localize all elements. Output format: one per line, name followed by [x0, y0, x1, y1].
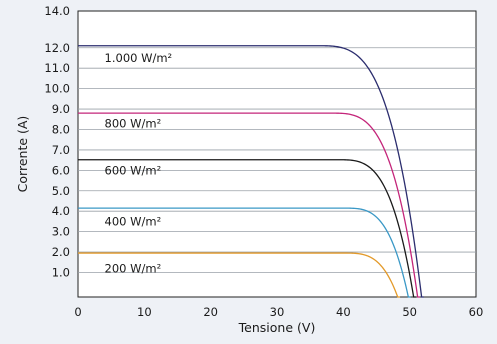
y-tick-labels: 14.0 12.0 11.0 10.0 9.0 8.0 7.0 6.0 5.0 4.0 3.0 2.0… — [44, 4, 70, 279]
curve-label: 400 W/m² — [105, 214, 162, 228]
x-tick-label: 30 — [270, 305, 285, 319]
curve-label: 600 W/m² — [105, 163, 162, 177]
curve-series-4 — [78, 252, 401, 298]
y-tick-label: 9.0 — [52, 102, 70, 116]
y-tick-label: 14.0 — [44, 4, 70, 18]
y-tick-label: 8.0 — [52, 122, 70, 136]
curve-series-0 — [78, 45, 424, 298]
curve-series-2 — [78, 159, 416, 298]
y-tick-label: 7.0 — [52, 143, 70, 157]
y-tick-label: 10.0 — [44, 82, 70, 96]
curve-series-1 — [78, 112, 420, 298]
curve-label: 200 W/m² — [105, 261, 162, 275]
y-tick-label: 4.0 — [52, 204, 70, 218]
x-tick-label: 0 — [74, 305, 81, 319]
x-tick-label: 40 — [336, 305, 351, 319]
curve-label: 1.000 W/m² — [105, 51, 173, 65]
x-axis-label: Tensione (V) — [238, 320, 316, 335]
y-tick-label: 1.0 — [52, 265, 70, 279]
curve-series-3 — [78, 207, 411, 298]
x-tick-label: 20 — [203, 305, 218, 319]
x-tick-label: 50 — [402, 305, 417, 319]
x-tick-labels: 0 10 20 30 40 50 60 — [74, 305, 483, 319]
y-tick-label: 12.0 — [44, 41, 70, 55]
grid-lines — [78, 47, 476, 273]
curve-labels: 1.000 W/m² 800 W/m² 600 W/m² 400 W/m² 200 W/… — [105, 51, 173, 275]
y-tick-label: 6.0 — [52, 163, 70, 177]
curve-label: 800 W/m² — [105, 116, 162, 130]
y-tick-label: 2.0 — [52, 245, 70, 259]
curve-group — [78, 45, 424, 298]
y-tick-label: 5.0 — [52, 184, 70, 198]
y-tick-label: 11.0 — [44, 61, 70, 75]
x-tick-label: 60 — [469, 305, 484, 319]
x-tick-label: 10 — [137, 305, 152, 319]
y-axis-label: Corrente (A) — [15, 116, 30, 193]
y-tick-label: 3.0 — [52, 225, 70, 239]
